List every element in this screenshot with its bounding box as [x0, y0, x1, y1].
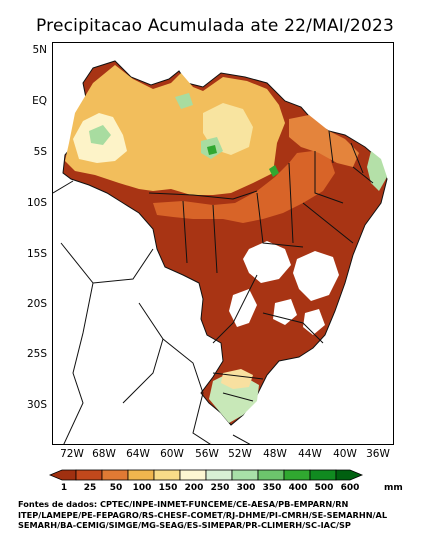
lat-label: 5S — [33, 146, 47, 158]
south-pale-region — [221, 369, 253, 389]
legend-tick: 150 — [158, 483, 178, 493]
legend-swatch — [283, 469, 311, 481]
legend-swatch — [309, 469, 337, 481]
lon-label: 68W — [92, 448, 116, 460]
lon-label: 60W — [160, 448, 184, 460]
lon-label: 36W — [366, 448, 390, 460]
legend-swatch — [127, 469, 155, 481]
legend-tick: 400 — [288, 483, 308, 493]
lon-label: 48W — [263, 448, 287, 460]
legend-tick: 25 — [83, 483, 97, 493]
legend-tick: 250 — [210, 483, 230, 493]
legend-tick: 300 — [236, 483, 256, 493]
legend-swatch — [257, 469, 285, 481]
legend-swatch — [153, 469, 181, 481]
lon-label: 64W — [126, 448, 150, 460]
sources-line: SEMARH/BA-CEMIG/SIMGE/MG-SEAG/ES-SIMEPAR… — [18, 520, 351, 530]
lon-label: 52W — [228, 448, 252, 460]
state-borders — [148, 130, 374, 402]
map-frame — [52, 42, 394, 445]
lon-label: 40W — [333, 448, 357, 460]
data-sources: Fontes de dados: CPTEC/INPE-INMET-FUNCEM… — [18, 499, 430, 531]
legend-tick: 50 — [109, 483, 123, 493]
sources-line: Fontes de dados: CPTEC/INPE-INMET-FUNCEM… — [18, 499, 349, 509]
lat-label: EQ — [32, 95, 47, 107]
map-title: Precipitacao Acumulada ate 22/MAI/2023 — [35, 16, 394, 36]
legend-swatch — [101, 469, 129, 481]
lat-label: 25S — [26, 348, 47, 360]
lat-label: 30S — [26, 399, 47, 411]
lon-label: 56W — [195, 448, 219, 460]
brazil-precip-map — [53, 60, 388, 444]
lat-label: 20S — [26, 298, 47, 310]
lat-label: 5N — [32, 44, 47, 56]
legend-unit: mm — [384, 483, 403, 493]
legend-tick: 600 — [340, 483, 360, 493]
north-bright-green — [207, 145, 279, 177]
northeast-orange — [289, 115, 359, 167]
east-coast-green — [367, 151, 387, 191]
legend-swatch — [75, 469, 103, 481]
neighbour-borders — [53, 180, 251, 444]
legend-tick: 350 — [262, 483, 282, 493]
dry-patches — [229, 241, 339, 335]
lon-label: 44W — [298, 448, 322, 460]
sources-line: ITEP/LAMEPE/PE-FEPAGRO/RS-CHESF-COMET/RJ… — [18, 509, 388, 520]
legend-swatch — [231, 469, 259, 481]
legend-swatch — [48, 469, 77, 481]
lon-label: 72W — [60, 448, 84, 460]
legend-bar — [48, 469, 364, 481]
legend-swatch — [205, 469, 233, 481]
legend-tick: 500 — [314, 483, 334, 493]
legend-tick: 200 — [184, 483, 204, 493]
lat-label: 10S — [26, 197, 47, 209]
north-wet-region — [65, 65, 285, 195]
legend-tick: 1 — [60, 483, 68, 493]
legend-tick: 100 — [132, 483, 152, 493]
legend-swatch — [335, 469, 364, 481]
lat-label: 15S — [26, 248, 47, 260]
color-legend: 1 25 50 100 150 200 250 300 350 400 500 … — [38, 466, 418, 496]
legend-swatch — [179, 469, 207, 481]
